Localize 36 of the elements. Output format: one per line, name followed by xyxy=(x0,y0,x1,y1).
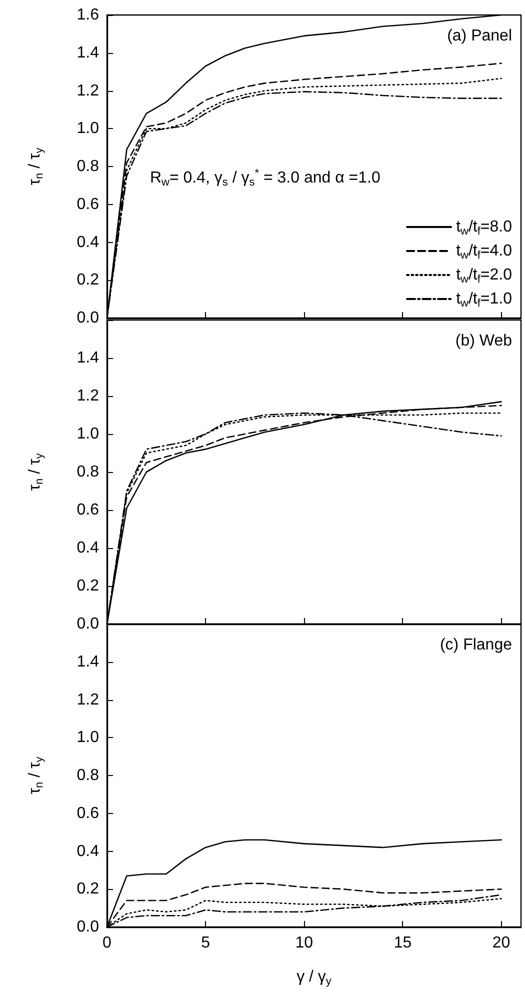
text: (a) Panel xyxy=(447,28,512,44)
y-tick-label: 0.2 xyxy=(76,578,100,594)
y-tick-label: 1.4 xyxy=(76,350,100,366)
text: (b) Web xyxy=(455,332,512,350)
x-tick-label: 5 xyxy=(201,934,210,952)
y-tick-label: 0.0 xyxy=(76,310,100,326)
y-tick-label: 0.8 xyxy=(76,767,100,784)
y-tick-label: 0.8 xyxy=(76,464,100,480)
y-tick-label: 1.0 xyxy=(76,729,100,746)
y-tick-label: 1.2 xyxy=(76,691,100,708)
y-tick-label: 0.2 xyxy=(76,272,100,289)
y-tick-label: 1.0 xyxy=(76,120,100,138)
y-axis-title: τn / τy xyxy=(26,147,46,186)
y-tick-label: 1.2 xyxy=(76,388,100,404)
y-tick-label: 0.2 xyxy=(76,880,100,898)
x-tick-label: 20 xyxy=(492,934,510,952)
y-tick-label: 1.0 xyxy=(76,426,100,442)
x-tick-label: 10 xyxy=(295,934,314,952)
y-tick-label: 1.4 xyxy=(76,653,100,670)
y-tick-label: 0.0 xyxy=(76,918,100,936)
y-tick-label: 0.0 xyxy=(76,616,100,632)
y-tick-label: 0.4 xyxy=(76,842,100,860)
y-axis-title: τn / τy xyxy=(26,756,46,794)
y-tick-label: 0.4 xyxy=(76,540,100,556)
text: (c) Flange xyxy=(440,636,512,654)
y-tick-label: 0.8 xyxy=(76,158,100,175)
y-tick-label: 0.6 xyxy=(76,804,100,822)
x-tick-label: 15 xyxy=(394,934,412,952)
y-axis-title: τn / τy xyxy=(26,452,46,491)
x-tick-label: 0 xyxy=(102,934,112,952)
y-tick-label: 0.6 xyxy=(76,502,100,518)
y-tick-label: 0.4 xyxy=(76,234,100,251)
y-tick-label: 0.6 xyxy=(76,196,100,213)
y-tick-label: 1.6 xyxy=(76,6,100,24)
y-tick-label: 1.2 xyxy=(76,82,100,100)
y-tick-label: 1.4 xyxy=(76,44,100,62)
